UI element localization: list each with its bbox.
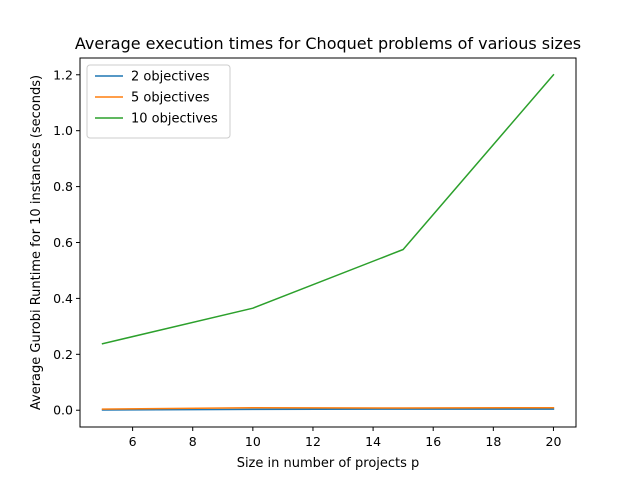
- legend: 2 objectives 5 objectives 10 objectives: [86, 64, 231, 139]
- x-tick-label: 8: [189, 434, 197, 449]
- x-tick-label: 20: [546, 434, 562, 449]
- y-tick-label: 0.2: [53, 347, 73, 362]
- x-tick-label: 12: [305, 434, 321, 449]
- legend-label: 2 objectives: [131, 70, 210, 85]
- y-tick-label: 0.6: [53, 235, 73, 250]
- x-tick-label: 16: [425, 434, 441, 449]
- y-axis-title: Average Gurobi Runtime for 10 instances …: [29, 75, 44, 410]
- y-tick-label: 0.4: [53, 291, 73, 306]
- x-axis-title: Size in number of projects p: [237, 456, 420, 471]
- series-line-1: [101, 408, 555, 411]
- x-axis: 6 8 10 12 14 16 18 20: [129, 427, 562, 449]
- y-tick-label: 0.0: [53, 403, 73, 418]
- legend-label: 10 objectives: [131, 112, 218, 127]
- y-tick-label: 1.2: [53, 67, 73, 82]
- y-tick-label: 0.8: [53, 179, 73, 194]
- x-tick-label: 6: [129, 434, 137, 449]
- x-tick-label: 18: [485, 434, 501, 449]
- y-axis: 0.0 0.2 0.4 0.6 0.8 1.0 1.2: [53, 67, 80, 418]
- legend-label: 5 objectives: [131, 91, 210, 106]
- legend-box: [86, 64, 231, 139]
- series-line-3: [101, 73, 555, 345]
- chart-title: Average execution times for Choquet prob…: [75, 34, 581, 53]
- y-tick-label: 1.0: [53, 123, 73, 138]
- x-tick-label: 14: [365, 434, 381, 449]
- series-line-2: [101, 406, 555, 410]
- x-tick-label: 10: [245, 434, 261, 449]
- series-layer: [101, 73, 555, 411]
